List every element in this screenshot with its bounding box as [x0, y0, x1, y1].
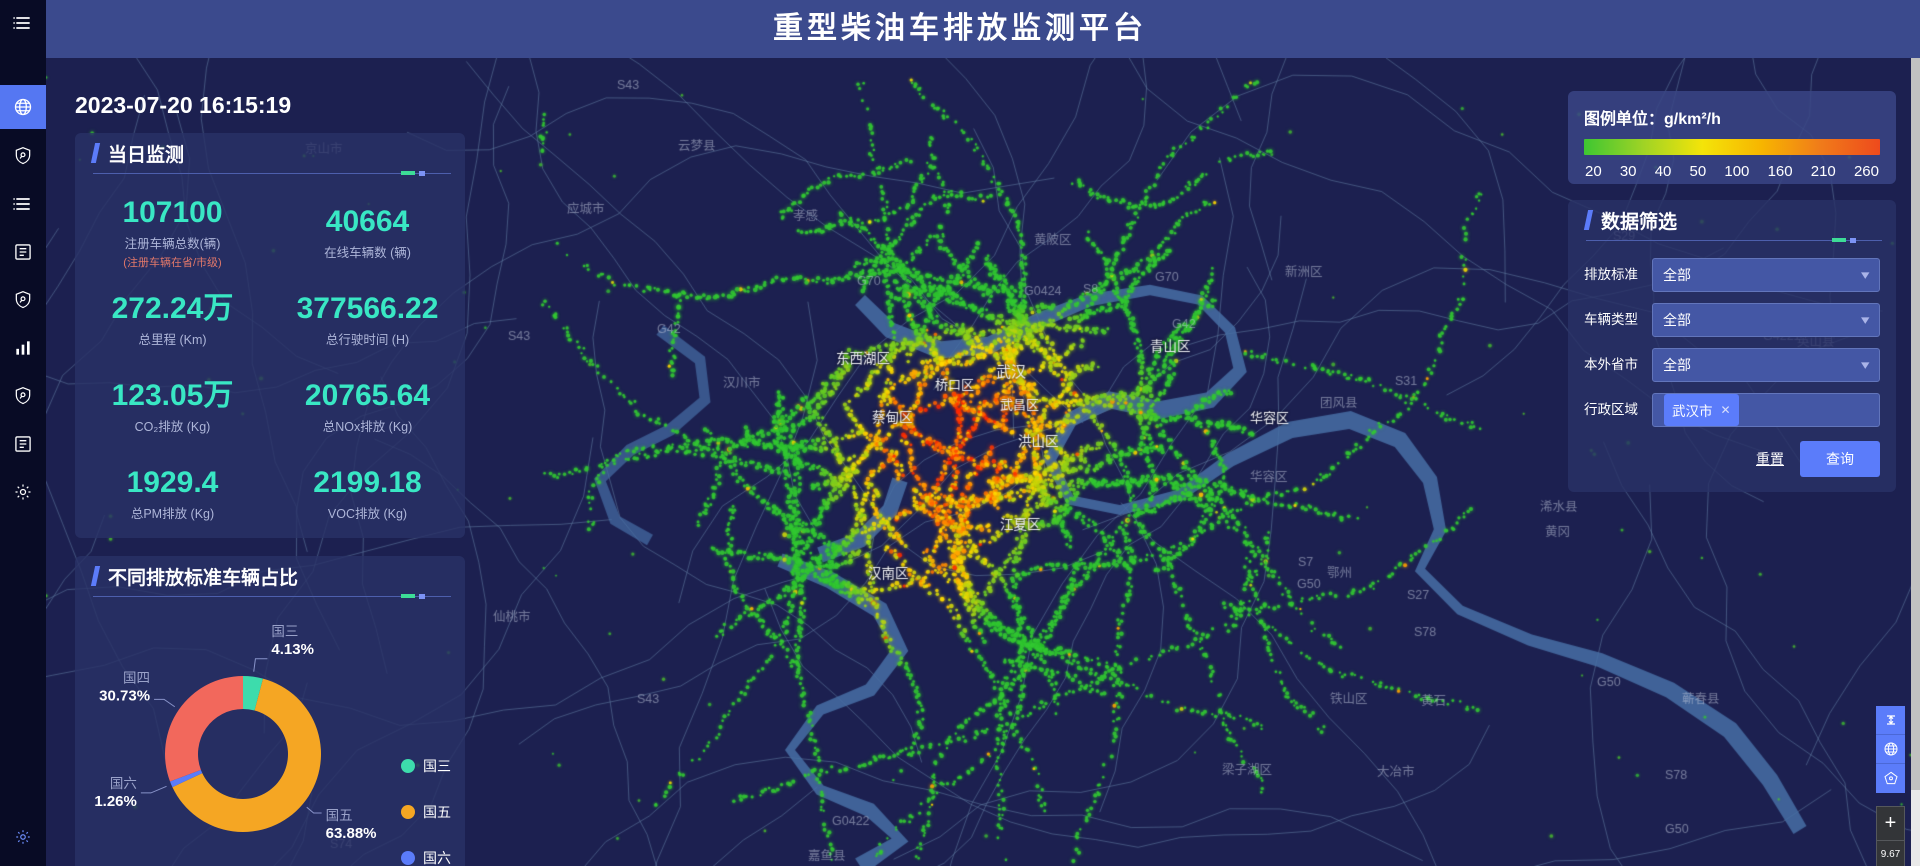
svg-text:国四: 国四 [123, 670, 150, 685]
svg-text:国三: 国三 [271, 624, 298, 639]
svg-text:30.73%: 30.73% [99, 687, 150, 704]
svg-text:63.88%: 63.88% [326, 825, 377, 842]
svg-text:1.26%: 1.26% [94, 793, 137, 810]
svg-text:4.13%: 4.13% [271, 641, 314, 658]
svg-text:国五: 国五 [326, 808, 353, 823]
svg-text:国六: 国六 [110, 776, 137, 791]
